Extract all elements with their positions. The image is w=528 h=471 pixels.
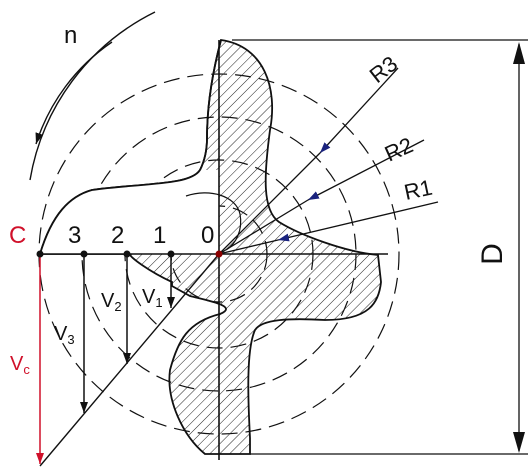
diameter-arrow-bottom [513,432,525,453]
point-label-0: 0 [201,222,214,249]
point-label-3: 3 [68,222,81,249]
diameter-label: D [476,243,509,265]
velocity-label-v3-sub: 3 [67,332,74,347]
radius-ray-r1 [218,239,279,255]
point-3 [80,250,88,258]
point-label-c: C [9,222,26,249]
point-1 [167,250,175,258]
velocity-label-vc-main: V [10,353,24,375]
radius-ray-r3 [218,152,321,255]
rotation-arrow [35,41,113,145]
velocity-label-v3-main: V [54,323,68,345]
velocity-label-vc-sub: c [23,362,30,377]
section-unhatched [40,170,219,254]
radius-leader-r1 [277,201,439,242]
velocity-label-v2-sub: 2 [114,299,121,314]
velocity-label-v3: V3 [54,323,75,347]
velocity-label-v1-sub: 1 [155,295,162,310]
rotation-arc-outer [29,11,156,181]
velocity-arrows [36,254,175,464]
point-0 [215,250,223,258]
section-outline-upper [39,39,222,255]
point-label-1: 1 [153,222,166,249]
radius-ray-r2 [218,199,309,255]
radius-leader-r2 [307,139,425,201]
diameter-dimension [232,39,528,455]
velocity-label-v1-main: V [142,286,156,308]
radius-label-r2: R2 [381,132,417,166]
point-c [36,250,44,258]
velocity-label-vc: Vc [10,353,30,377]
rotation-label: n [64,22,77,49]
point-2 [123,250,131,258]
radius-leaders [218,67,439,255]
baseline-points [36,250,223,258]
velocity-label-v1: V1 [142,286,163,310]
rotation-arrows [29,11,156,181]
radius-label-r3: R3 [365,51,403,88]
section-inner-arc [185,192,242,251]
radius-label-r1: R1 [402,175,435,205]
velocity-label-v2-main: V [101,290,115,312]
point-label-2: 2 [111,222,124,249]
diameter-arrow-top [513,42,525,64]
velocity-label-v2: V2 [101,290,122,314]
radius-leader-r3 [319,67,399,154]
